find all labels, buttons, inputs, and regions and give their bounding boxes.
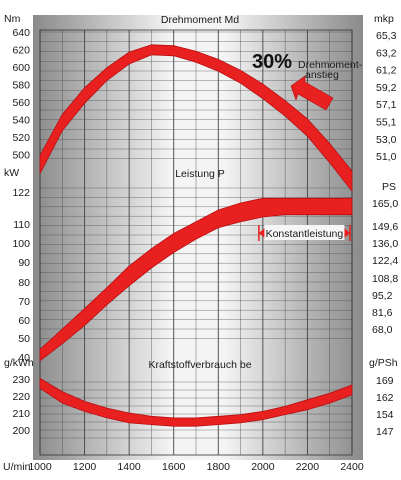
arrow-right-icon: [343, 227, 350, 239]
power-right-unit: PS: [382, 181, 396, 193]
torque-rise-text-2: anstieg: [305, 69, 339, 81]
torque-rise-text-1: Drehmoment-: [298, 59, 363, 71]
fuel-left-unit: g/kWh: [4, 357, 34, 369]
torque-rise-arrow-icon: [290, 75, 334, 111]
plot-frame: [39, 29, 353, 456]
torque-section-title: Drehmoment Md: [161, 14, 239, 26]
tick-label: 1400: [117, 461, 141, 473]
x-axis-unit: U/min: [3, 461, 31, 473]
tick-label: 59,2: [376, 82, 397, 94]
tick-label: 500: [12, 150, 30, 162]
tick-label: 2200: [296, 461, 320, 473]
tick-label: 230: [12, 374, 30, 386]
tick-label: 51,0: [376, 151, 397, 163]
tick-label: 165,0: [372, 198, 398, 210]
torque-rise-value: 30%: [252, 51, 292, 73]
arrow-left-icon: [258, 227, 266, 239]
tick-label: 50: [18, 333, 30, 345]
power-right-tick-labels: 165,0 149,6 136,0 122,4 108,8 95,2 81,6 68,0: [372, 198, 398, 336]
tick-label: 81,6: [372, 307, 393, 319]
torque-right-unit: mkp: [374, 13, 394, 25]
fuel-section-title: Kraftstoffverbrauch be: [148, 359, 251, 371]
tick-label: 60: [18, 315, 30, 327]
tick-label: 560: [12, 97, 30, 109]
constant-power-label-bg: [264, 225, 345, 240]
fuel-right-unit: g/PSh: [369, 357, 398, 369]
tick-label: 70: [18, 296, 30, 308]
tick-label: 169: [376, 375, 394, 387]
tick-label: 1800: [207, 461, 231, 473]
tick-label: 580: [12, 80, 30, 92]
tick-label: 90: [18, 257, 30, 269]
tick-label: 2000: [251, 461, 275, 473]
power-section-title: Leistung P: [175, 168, 225, 180]
band-0: [39, 44, 353, 193]
tick-label: 540: [12, 115, 30, 127]
tick-label: 154: [376, 409, 394, 421]
tick-label: 210: [12, 408, 30, 420]
x-tick-labels: 1000 1200 1400 1600 1800 2000 2200 2400: [28, 461, 364, 473]
tick-label: 136,0: [372, 238, 398, 250]
tick-label: 162: [376, 392, 394, 404]
tick-label: 620: [12, 45, 30, 57]
tick-label: 61,2: [376, 65, 397, 77]
tick-label: 40: [18, 352, 30, 364]
tick-label: 53,0: [376, 134, 397, 146]
tick-label: 1200: [73, 461, 97, 473]
tick-label: 122: [12, 187, 30, 199]
tick-label: 520: [12, 132, 30, 144]
tick-label: 640: [12, 27, 30, 39]
tick-label: 108,8: [372, 273, 398, 285]
tick-label: 147: [376, 426, 394, 438]
tick-label: 100: [12, 238, 30, 250]
band-1: [39, 197, 353, 362]
tick-label: 63,2: [376, 47, 397, 59]
tick-label: 80: [18, 277, 30, 289]
tick-label: 2400: [340, 461, 364, 473]
fuel-right-tick-labels: 169 162 154 147: [376, 375, 394, 438]
tick-label: 200: [12, 425, 30, 437]
torque-rise-annotation: 30% Drehmoment- anstieg: [252, 51, 363, 111]
tick-label: 68,0: [372, 324, 393, 336]
torque-right-tick-labels: 65,3 63,2 61,2 59,2 57,1 55,1 53,0 51,0: [376, 30, 397, 163]
tick-label: 220: [12, 391, 30, 403]
tick-label: 1000: [28, 461, 52, 473]
tick-label: 110: [13, 219, 30, 231]
power-left-unit: kW: [4, 167, 19, 179]
tick-label: 122,4: [372, 255, 398, 267]
tick-label: 1600: [162, 461, 186, 473]
data-bands: [39, 44, 353, 427]
tick-label: 57,1: [376, 99, 397, 111]
band-2: [39, 377, 353, 427]
constant-power-label: Konstantleistung: [266, 228, 344, 240]
fuel-left-tick-labels: 230 220 210 200: [12, 374, 30, 437]
tick-label: 95,2: [372, 290, 393, 302]
torque-left-tick-labels: 640 620 600 580 560 540 520 500: [12, 27, 30, 162]
tick-label: 600: [12, 62, 30, 74]
tick-label: 65,3: [376, 30, 397, 42]
torque-left-unit: Nm: [4, 13, 21, 25]
tick-label: 149,6: [372, 221, 398, 233]
power-left-tick-labels: 122 110 100 90 80 70 60 50 40: [12, 187, 30, 364]
tick-label: 55,1: [376, 117, 397, 129]
constant-power-annotation: Konstantleistung: [258, 225, 351, 241]
